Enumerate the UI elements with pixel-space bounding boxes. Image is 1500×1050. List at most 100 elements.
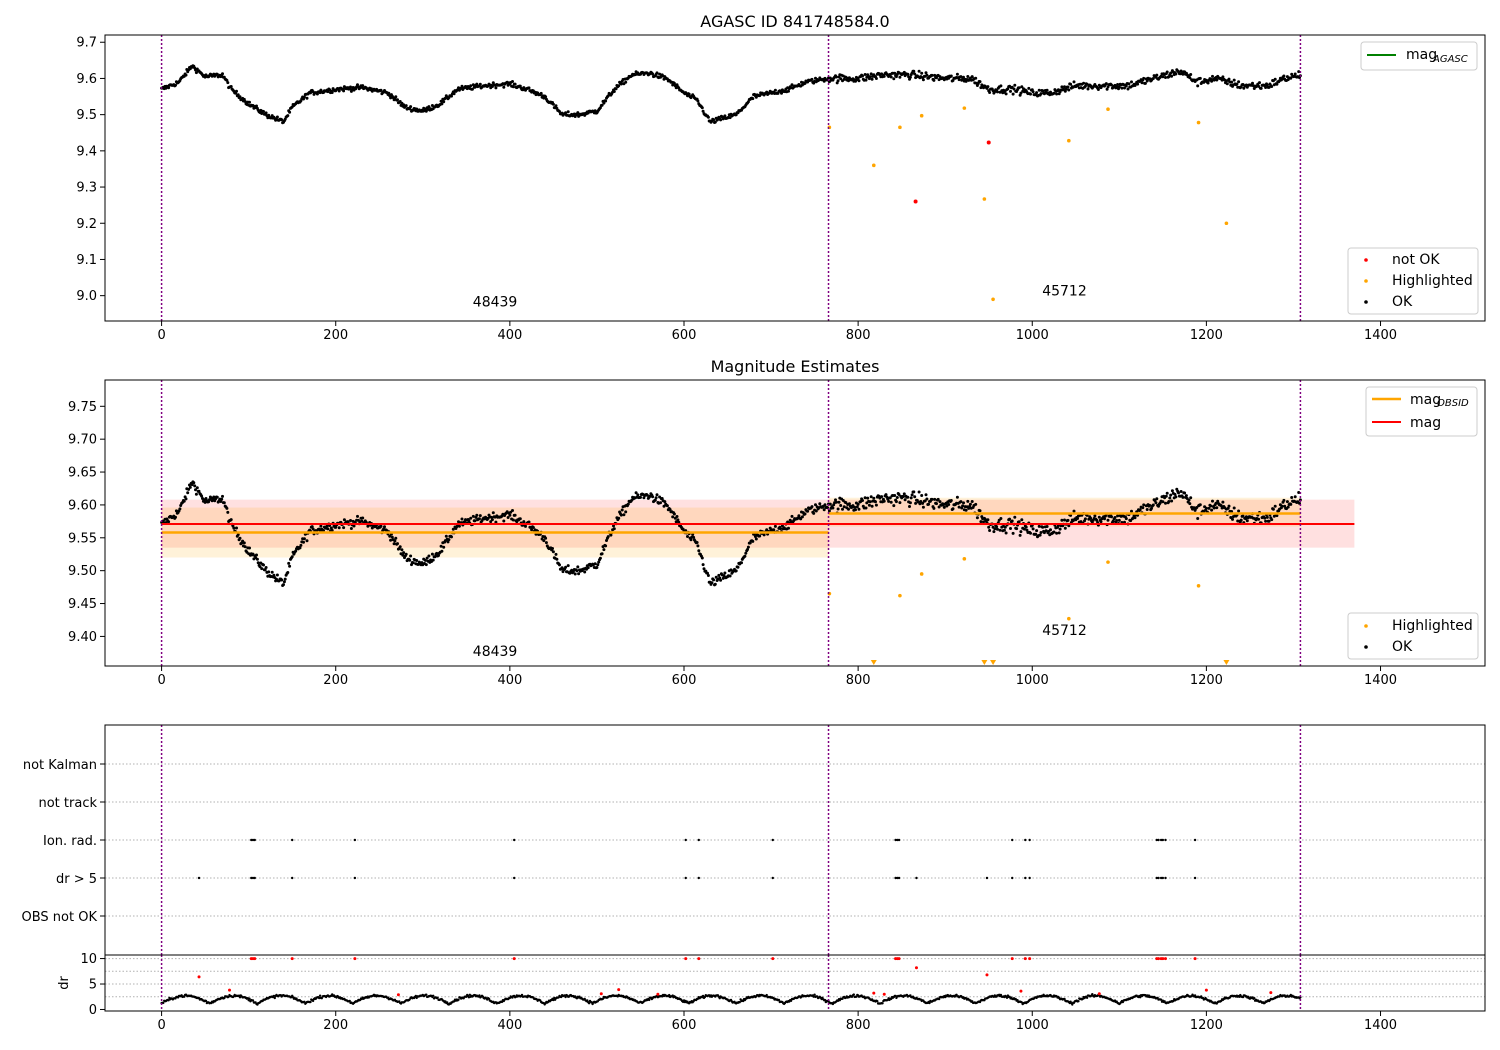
ok-point — [701, 563, 705, 567]
x-tick-label: 800 — [846, 1018, 871, 1033]
ok-point — [596, 563, 600, 567]
ok-point — [1145, 508, 1149, 511]
ok-point — [924, 493, 928, 497]
ok-point — [723, 571, 727, 575]
ok-point — [867, 503, 871, 507]
dr-flagged-point — [353, 957, 357, 961]
ok-point — [1210, 508, 1214, 512]
ok-point — [1170, 489, 1174, 493]
ok-point — [491, 511, 495, 515]
ok-point — [290, 555, 294, 559]
ok-point — [220, 497, 224, 501]
ok-point — [920, 494, 924, 497]
ok-point — [1096, 88, 1100, 91]
ok-point — [1029, 531, 1032, 535]
obsid-label-48439: 48439 — [473, 295, 518, 311]
ok-point — [1215, 78, 1219, 82]
ok-point — [622, 513, 626, 517]
ok-point — [184, 73, 188, 77]
ok-point — [1271, 507, 1275, 511]
ok-point — [655, 71, 659, 75]
ok-point — [511, 80, 514, 83]
ok-point — [1039, 92, 1043, 96]
ok-point — [593, 562, 597, 566]
ok-point — [502, 85, 506, 89]
ok-point — [425, 556, 429, 560]
ok-point — [1020, 85, 1024, 89]
x-tick-label: 1200 — [1190, 1018, 1223, 1033]
ok-point — [620, 508, 624, 512]
ok-point — [854, 508, 857, 512]
ok-point — [810, 505, 814, 509]
ok-point — [1257, 517, 1261, 521]
ok-point — [440, 549, 444, 553]
ok-point — [626, 502, 630, 506]
ok-point — [551, 102, 555, 106]
ok-point — [1127, 82, 1131, 86]
ok-point — [722, 574, 726, 578]
ok-point — [236, 533, 240, 537]
ok-point — [874, 77, 878, 80]
ok-point — [1045, 525, 1049, 528]
ok-point — [856, 502, 860, 506]
ok-point — [243, 100, 247, 103]
flag-point — [1157, 876, 1160, 880]
ok-point — [1052, 530, 1056, 534]
ok-point — [779, 527, 783, 531]
highlighted-point — [1106, 560, 1110, 564]
ok-point — [431, 558, 435, 562]
ok-point — [235, 526, 238, 530]
dr-flagged-point — [617, 988, 621, 992]
ok-point — [1116, 514, 1120, 518]
dr-flagged-point — [897, 957, 901, 961]
y-tick-label: 9.50 — [68, 564, 97, 579]
ok-point — [263, 568, 267, 572]
offscale-marker — [1223, 660, 1230, 665]
ok-point — [639, 495, 642, 499]
ok-point — [1093, 514, 1097, 518]
ok-point — [475, 82, 479, 86]
ok-point — [264, 111, 268, 115]
ok-point — [195, 486, 199, 490]
ok-point — [1280, 504, 1284, 508]
ok-point — [740, 561, 743, 565]
ok-point — [427, 105, 431, 109]
ok-point — [600, 103, 604, 107]
ok-point — [229, 85, 233, 88]
ok-point — [687, 92, 691, 96]
dr-flagged-point — [872, 991, 876, 995]
ok-point — [342, 89, 346, 93]
flag-point — [771, 876, 774, 880]
ok-point — [751, 97, 755, 101]
x-tick-label: 600 — [672, 328, 697, 343]
ok-point — [933, 497, 937, 501]
ok-point — [925, 73, 929, 77]
ok-point — [723, 114, 727, 118]
ok-point — [951, 507, 955, 511]
ok-point — [713, 582, 717, 586]
ok-point — [1115, 519, 1119, 522]
ok-point — [864, 506, 868, 510]
ok-point — [1210, 79, 1214, 83]
panel-dr: 0 200 400 600 800 1000 1200 1400 0 5 10 dr — [57, 952, 1486, 1033]
panel1-legend-points: not OK Highlighted OK — [1347, 247, 1479, 315]
ok-point — [903, 498, 907, 502]
ok-point — [473, 519, 477, 523]
ok-point — [264, 566, 268, 569]
ok-point — [787, 89, 790, 93]
ok-point — [383, 525, 386, 529]
ok-point — [302, 95, 306, 99]
ok-point — [564, 565, 568, 569]
ok-point — [379, 524, 383, 528]
ok-point — [342, 526, 346, 530]
ok-point — [949, 74, 953, 78]
ok-point — [1212, 506, 1216, 510]
ok-point — [1138, 508, 1142, 512]
ok-point — [600, 552, 604, 556]
ok-point — [1189, 73, 1193, 76]
dr-flagged-point — [290, 957, 294, 961]
ok-point — [238, 95, 242, 99]
x-tick-label: 400 — [497, 328, 522, 343]
ok-point — [1133, 516, 1137, 520]
